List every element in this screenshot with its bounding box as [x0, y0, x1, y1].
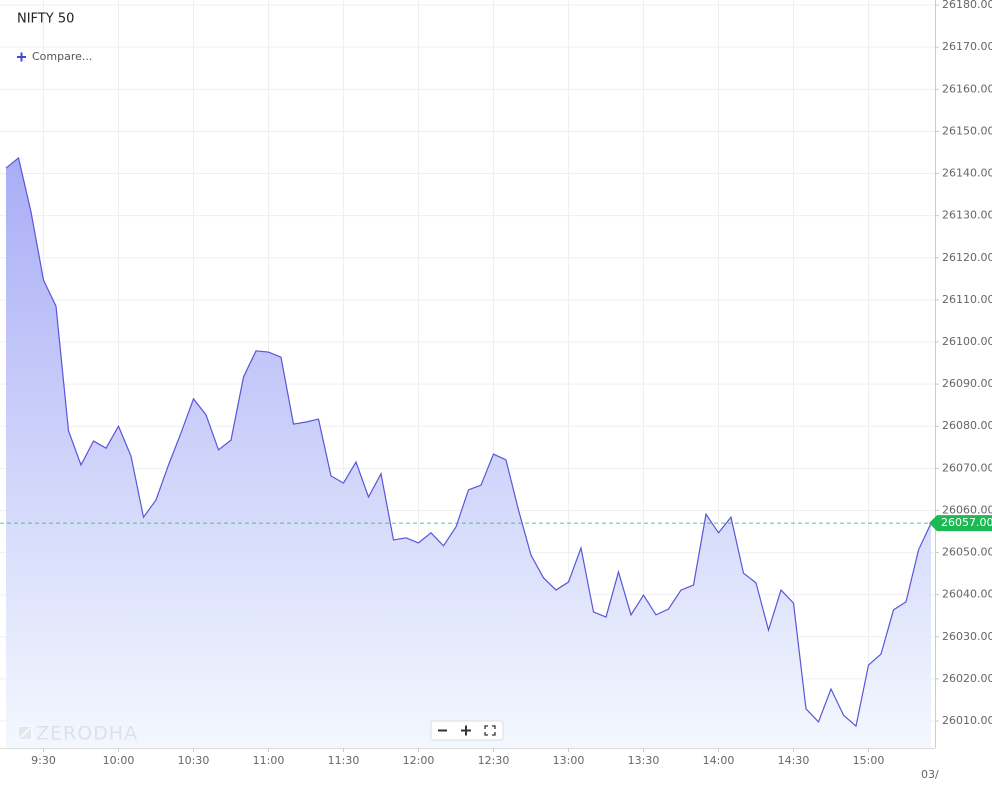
fullscreen[interactable]	[484, 725, 496, 736]
y-tick-label: 26130.00	[942, 209, 992, 222]
y-tick-label: 26080.00	[942, 419, 992, 432]
y-tick-label: 26040.00	[942, 588, 992, 601]
zoom-in[interactable]	[461, 725, 471, 736]
x-tick-label: 15:00	[853, 754, 885, 767]
chart-title: NIFTY 50	[17, 12, 74, 27]
x-tick-label: 12:00	[403, 754, 435, 767]
y-tick-label: 26100.00	[942, 335, 992, 348]
line	[5, 156, 932, 728]
watermark-logo	[17, 725, 33, 741]
x-tick-label: 14:30	[778, 754, 810, 767]
plus-icon	[17, 52, 26, 62]
y-tick-label: 26180.00	[942, 0, 992, 11]
y-tick-label: 26030.00	[942, 630, 992, 643]
y-tick-label: 26140.00	[942, 167, 992, 180]
y-tick-label: 26060.00	[942, 503, 992, 516]
y-tick-label: 26050.00	[942, 546, 992, 559]
y-tick-label: 26120.00	[942, 251, 992, 264]
x-tick-label: 11:00	[253, 754, 285, 767]
x-tick-label: 10:30	[178, 754, 210, 767]
x-tick-label: 13:30	[628, 754, 660, 767]
last-price-label: 26057.00	[941, 516, 992, 529]
zoom-controls	[430, 720, 504, 741]
y-tick-label: 26170.00	[942, 40, 992, 53]
y-tick-label: 26110.00	[942, 293, 992, 306]
x-tick-label: 9:30	[31, 754, 56, 767]
watermark-text: ZERODHA	[36, 723, 138, 745]
x-tick-label: 14:00	[703, 754, 735, 767]
y-tick-label: 26160.00	[942, 82, 992, 95]
y-tick-label: 26150.00	[942, 124, 992, 137]
compare-label[interactable]: Compare...	[32, 50, 92, 63]
y-tick-label: 26020.00	[942, 672, 992, 685]
x-tick-label: 12:30	[478, 754, 510, 767]
y-tick-label: 26070.00	[942, 461, 992, 474]
x-tick-label: 13:00	[553, 754, 585, 767]
x-tick-label: 10:00	[103, 754, 135, 767]
date-label: 03/	[921, 768, 939, 781]
y-tick-label: 26010.00	[942, 714, 992, 727]
y-tick-label: 26090.00	[942, 377, 992, 390]
area	[6, 157, 931, 748]
compare-button[interactable]: Compare...	[17, 50, 92, 63]
watermark: ZERODHA	[17, 723, 138, 745]
x-tick-label: 11:30	[328, 754, 360, 767]
last-price-tag	[929, 515, 992, 532]
